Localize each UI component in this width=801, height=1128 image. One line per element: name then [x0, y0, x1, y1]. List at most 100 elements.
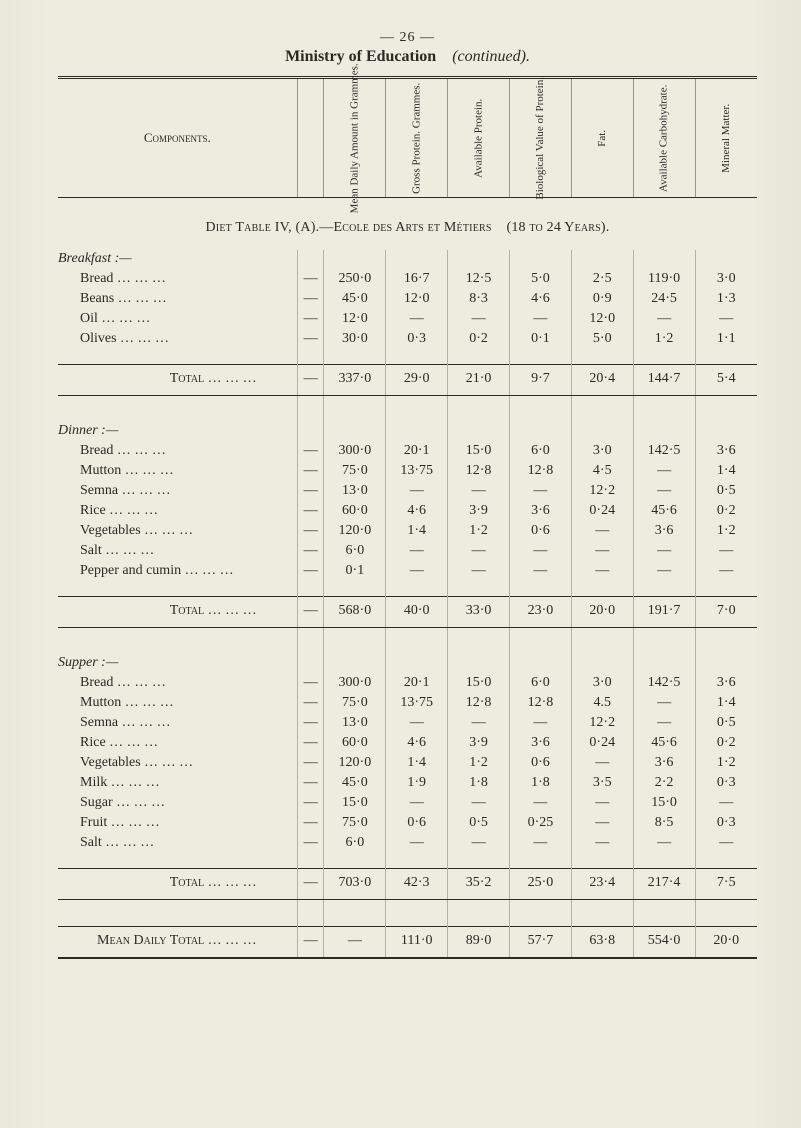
row-value: — — [297, 814, 324, 834]
table-row: Milk … … …—45·01·91·81·83·52·20·3 — [58, 774, 757, 794]
row-value: — — [571, 562, 633, 582]
header-mean-daily-label: Mean Daily Amount in Grammes. — [349, 63, 362, 213]
row-value: 0·3 — [695, 774, 757, 794]
row-value: 0·9 — [571, 290, 633, 310]
total-value: — — [297, 597, 324, 628]
diet-title-gap — [495, 220, 502, 235]
row-value: 120·0 — [324, 522, 386, 542]
spacer-cell — [633, 582, 695, 597]
spacer-cell — [297, 628, 324, 655]
total-value: 9·7 — [510, 365, 572, 396]
row-value: 3·9 — [448, 502, 510, 522]
page-number: — 26 — — [58, 30, 757, 46]
table-row: Oil … … …—12·0———12·0—— — [58, 310, 757, 330]
table-row: Sugar … … …—15·0————15·0— — [58, 794, 757, 814]
total-value: 35·2 — [448, 869, 510, 900]
row-value: 4·6 — [510, 290, 572, 310]
spacer-row — [58, 396, 757, 423]
row-value: — — [297, 442, 324, 462]
row-value: 15·0 — [448, 442, 510, 462]
row-value: 120·0 — [324, 754, 386, 774]
row-value: — — [297, 834, 324, 854]
row-label: Bread … … … — [58, 674, 297, 694]
header-fat: Fat. — [571, 79, 633, 197]
row-value: — — [695, 562, 757, 582]
row-value: 6·0 — [324, 542, 386, 562]
row-value: 0·5 — [695, 714, 757, 734]
row-value: — — [386, 482, 448, 502]
spacer-cell — [386, 854, 448, 869]
section-blank — [297, 422, 324, 442]
row-value: 5·0 — [571, 330, 633, 350]
total-value: 23·4 — [571, 869, 633, 900]
section-name: Supper :— — [58, 654, 297, 674]
row-value: 75·0 — [324, 694, 386, 714]
header-mean-daily: Mean Daily Amount in Grammes. — [324, 79, 386, 197]
row-value: 0·2 — [448, 330, 510, 350]
row-value: 1·4 — [695, 462, 757, 482]
row-value: — — [297, 330, 324, 350]
row-value: 12·8 — [448, 694, 510, 714]
section-row: Breakfast :— — [58, 250, 757, 270]
row-value: 13·0 — [324, 482, 386, 502]
spacer-cell — [510, 854, 572, 869]
table-row: Mutton … … …—75·013·7512·812·84·5—1·4 — [58, 462, 757, 482]
row-value: 300·0 — [324, 442, 386, 462]
row-value: 15·0 — [324, 794, 386, 814]
header-mineral-label: Mineral Matter. — [720, 103, 733, 172]
row-value: 45·0 — [324, 774, 386, 794]
spacer-cell — [448, 350, 510, 365]
row-value: 1·1 — [695, 330, 757, 350]
total-value: 7·0 — [695, 597, 757, 628]
total-value: 40·0 — [386, 597, 448, 628]
row-value: 1·4 — [695, 694, 757, 714]
section-blank — [448, 250, 510, 270]
table-row: Semna … … …—13·0———12·2—0·5 — [58, 714, 757, 734]
row-value: 3·0 — [571, 674, 633, 694]
row-value: 12·2 — [571, 714, 633, 734]
row-value: 20·1 — [386, 674, 448, 694]
row-value: — — [510, 482, 572, 502]
row-value: 3·6 — [695, 674, 757, 694]
row-value: — — [571, 522, 633, 542]
section-blank — [510, 422, 572, 442]
spacer-cell — [695, 628, 757, 655]
spacer-cell — [695, 582, 757, 597]
row-value: — — [297, 694, 324, 714]
total-value: 703·0 — [324, 869, 386, 900]
row-label: Rice … … … — [58, 734, 297, 754]
spacer-cell — [633, 900, 695, 927]
spacer-cell — [324, 582, 386, 597]
grand-total-row: Mean Daily Total … … …——111·089·057·763·… — [58, 927, 757, 958]
spacer-cell — [510, 628, 572, 655]
spacer-cell — [510, 900, 572, 927]
grand-total-value: 111·0 — [386, 927, 448, 958]
row-value: 12·8 — [510, 694, 572, 714]
row-value: 0·6 — [510, 754, 572, 774]
row-value: 3·6 — [695, 442, 757, 462]
spacer-cell — [695, 900, 757, 927]
spacer-cell — [571, 854, 633, 869]
row-label: Oil … … … — [58, 310, 297, 330]
row-value: — — [571, 814, 633, 834]
row-value: 15·0 — [633, 794, 695, 814]
row-value: 0·6 — [386, 814, 448, 834]
total-value: 217·4 — [633, 869, 695, 900]
total-value: 7·5 — [695, 869, 757, 900]
row-value: 1·3 — [695, 290, 757, 310]
header-gross-protein: Gross Protein. Grammes. — [386, 79, 448, 197]
row-value: 0·1 — [510, 330, 572, 350]
grand-total-value: 554·0 — [633, 927, 695, 958]
header-gross-protein-label: Gross Protein. Grammes. — [410, 82, 423, 193]
row-value: — — [633, 714, 695, 734]
row-value: — — [510, 562, 572, 582]
row-value: — — [297, 542, 324, 562]
grand-total-value: 89·0 — [448, 927, 510, 958]
table-row: Rice … … …—60·04·63·93·60·2445·60·2 — [58, 502, 757, 522]
spacer-cell — [571, 396, 633, 423]
spacer-cell — [571, 582, 633, 597]
spacer-cell — [510, 396, 572, 423]
total-label: Total … … … — [58, 365, 297, 396]
row-value: 4·6 — [386, 734, 448, 754]
row-value: 3·6 — [633, 754, 695, 774]
